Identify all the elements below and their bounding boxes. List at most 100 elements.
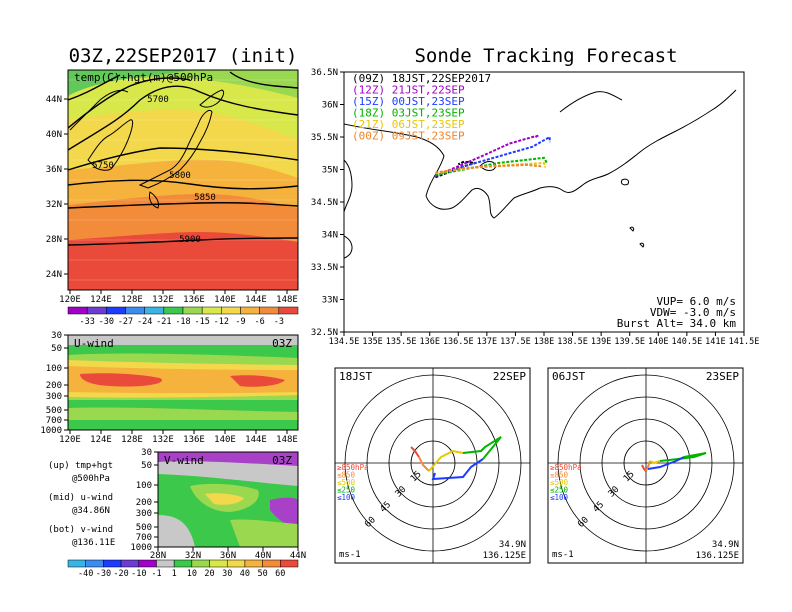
y-tick-label: 35.5N bbox=[311, 133, 338, 143]
colorbar-label: -10 bbox=[131, 569, 146, 579]
hodo-unit: ms-1 bbox=[339, 550, 361, 560]
x-tick-label: 40N bbox=[255, 551, 271, 561]
hodo-trace bbox=[418, 456, 430, 472]
x-tick-label: 141.5E bbox=[729, 337, 760, 347]
track-legend: (09Z) 18JST,22SEP2017(12Z) 21JST,22SEP(1… bbox=[352, 72, 491, 143]
colorbar-label: -20 bbox=[113, 569, 128, 579]
x-tick-label: 44N bbox=[290, 551, 306, 561]
colorbar-label: -27 bbox=[118, 317, 133, 327]
y-tick-label: 33.5N bbox=[311, 263, 338, 273]
y-tick-label: 50 bbox=[51, 344, 62, 354]
hodo-level: ≤850 bbox=[337, 471, 356, 480]
hodo-time-left: 06JST bbox=[552, 370, 585, 383]
hodo-time-left: 18JST bbox=[339, 370, 372, 383]
u-wind-time: 03Z bbox=[272, 337, 292, 350]
contour-label: 5900 bbox=[179, 235, 201, 245]
left-title: 03Z,22SEP2017 (init) bbox=[69, 45, 298, 67]
x-tick-label: 136.5E bbox=[443, 337, 474, 347]
legend-entry: (12Z) 21JST,22SEP bbox=[352, 84, 465, 97]
y-tick-label: 100 bbox=[136, 481, 152, 491]
colorbar-label: -33 bbox=[79, 317, 94, 327]
colorbar-swatch bbox=[221, 306, 241, 315]
hodo-lat: 34.9N bbox=[712, 540, 739, 550]
colorbar-label: -15 bbox=[194, 317, 209, 327]
note-bot-1: (bot) v-wind bbox=[48, 525, 113, 535]
y-tick-label: 1000 bbox=[40, 426, 62, 436]
hodo-level: ≥850hPa bbox=[337, 463, 369, 472]
colorbar-swatch bbox=[103, 559, 122, 568]
colorbar-label: -18 bbox=[175, 317, 190, 327]
y-tick-label: 44N bbox=[46, 95, 62, 105]
x-tick-label: 137E bbox=[477, 337, 497, 347]
colorbar-label: -3 bbox=[274, 317, 284, 327]
colorbar-swatch bbox=[240, 306, 260, 315]
v-wind-panel: V-wind 03Z 28N 32N 36N 40N 44N 30 50 100 200300… bbox=[67, 448, 306, 579]
colorbar-swatch bbox=[201, 306, 222, 315]
colorbar-label: 10 bbox=[187, 569, 197, 579]
hodo-level: ≤850 bbox=[550, 471, 569, 480]
hodo-lon: 136.125E bbox=[696, 551, 739, 561]
y-tick-label: 40N bbox=[46, 130, 62, 140]
x-tick-label: 132E bbox=[152, 295, 174, 305]
x-tick-label: 28N bbox=[150, 551, 166, 561]
colorbar-swatch bbox=[163, 306, 184, 315]
v-wind-x-ticks: 28N 32N 36N 40N 44N bbox=[150, 547, 306, 561]
trace-line bbox=[435, 135, 551, 177]
colorbar-label: 40 bbox=[240, 569, 250, 579]
hodo-time-right: 22SEP bbox=[493, 370, 526, 383]
x-tick-label: 144E bbox=[245, 435, 267, 445]
trace-line bbox=[435, 163, 542, 174]
x-tick-label: 120E bbox=[59, 435, 81, 445]
hodo-level: ≤500 bbox=[550, 478, 569, 487]
temp-hgt-x-ticks: 120E 124E 128E 132E 136E 140E 144E 148E bbox=[59, 290, 298, 305]
x-tick-label: 140E bbox=[214, 435, 236, 445]
colorbar-label: 50 bbox=[257, 569, 267, 579]
colorbar-swatch bbox=[278, 306, 299, 315]
hodo-lon: 136.125E bbox=[483, 551, 526, 561]
hodo-level: ≤250 bbox=[337, 486, 356, 495]
hodo-trace bbox=[431, 458, 484, 481]
x-tick-label: 135.5E bbox=[386, 337, 417, 347]
hodograph-18jst-panel: 18JST 22SEP15304560≥850hPa≤850≤500≤250≤10… bbox=[334, 367, 531, 564]
hodo-trace bbox=[462, 436, 502, 460]
colorbar-label: -30 bbox=[96, 569, 111, 579]
u-wind-panel: U-wind 03Z 120E 124E 128E 132E 136E 140E 144E 1… bbox=[40, 331, 299, 445]
hodo-frame bbox=[547, 367, 744, 564]
hodo-level: ≥850hPa bbox=[550, 463, 582, 472]
hodo-trace bbox=[647, 456, 685, 470]
colorbar-label: 30 bbox=[222, 569, 232, 579]
y-tick-label: 34N bbox=[322, 231, 338, 241]
track-y-ticks: 36.5N 36N 35.5N 35N 34.5N 34N 33.5N 33N 32.5N bbox=[311, 68, 344, 338]
contour-label: 5800 bbox=[169, 171, 191, 181]
hodo-unit: ms-1 bbox=[552, 550, 574, 560]
hodo-trace bbox=[659, 452, 707, 462]
x-tick-label: 135E bbox=[362, 337, 382, 347]
colorbar-swatch bbox=[85, 559, 104, 568]
hodograph-06jst-panel: 06JST 23SEP15304560≥850hPa≤850≤500≤250≤10… bbox=[547, 367, 744, 564]
y-tick-label: 50 bbox=[141, 461, 152, 471]
hodo-time-right: 23SEP bbox=[706, 370, 739, 383]
x-tick-label: 136E bbox=[419, 337, 439, 347]
colorbar-swatch bbox=[86, 306, 107, 315]
y-tick-label: 30 bbox=[141, 448, 152, 458]
colorbar-label: -24 bbox=[137, 317, 152, 327]
colorbar-swatch bbox=[144, 306, 165, 315]
y-tick-label: 500 bbox=[46, 406, 62, 416]
y-tick-label: 700 bbox=[46, 416, 62, 426]
x-tick-label: 148E bbox=[276, 435, 298, 445]
x-tick-label: 138E bbox=[534, 337, 554, 347]
y-tick-label: 28N bbox=[46, 235, 62, 245]
x-tick-label: 128E bbox=[121, 295, 143, 305]
info-vup: VUP= 6.0 m/s bbox=[657, 295, 736, 308]
colorbar-label: -6 bbox=[255, 317, 265, 327]
legend-entry: (21Z) 06JST,23SEP bbox=[352, 118, 465, 131]
x-tick-label: 139.5E bbox=[614, 337, 645, 347]
x-tick-label: 137.5E bbox=[500, 337, 531, 347]
hodo-trace bbox=[410, 446, 420, 458]
hodo-trace bbox=[649, 460, 661, 465]
colorbar-swatch bbox=[244, 559, 263, 568]
info-burst: Burst Alt= 34.0 km bbox=[617, 317, 737, 330]
track-map-panel: 134.5E 135E 135.5E 136E 136.5E 137E 137.5E 138E… bbox=[311, 68, 759, 347]
